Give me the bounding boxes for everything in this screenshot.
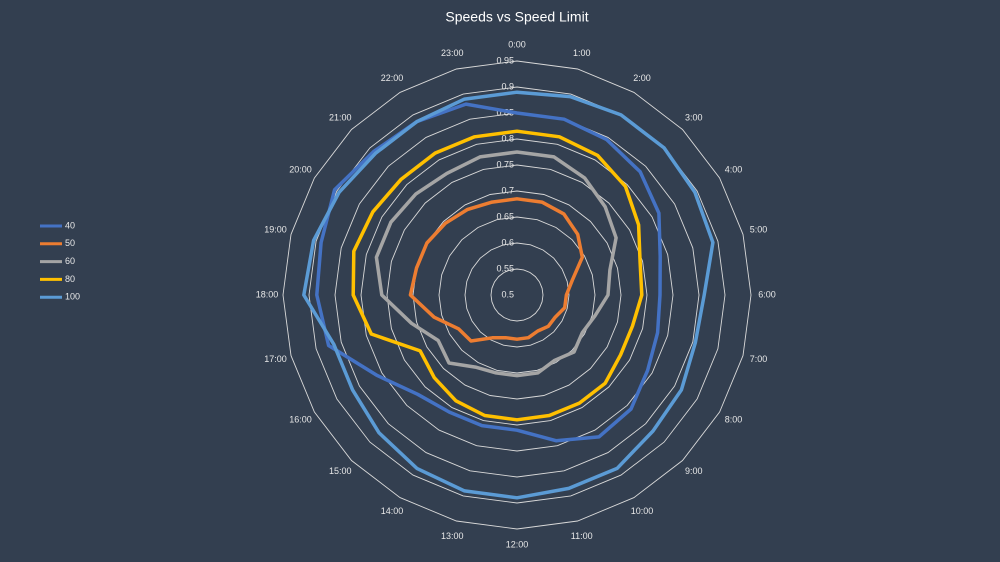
legend-label: 50 (65, 238, 75, 248)
category-label: 9:00 (685, 466, 703, 476)
category-label: 15:00 (329, 466, 352, 476)
legend-label: 60 (65, 256, 75, 266)
category-label: 13:00 (441, 531, 464, 541)
y-tick-label: 0.7 (501, 185, 514, 195)
series-line (408, 197, 585, 343)
grid-ring (308, 86, 726, 504)
category-label: 21:00 (329, 113, 352, 123)
y-tick-label: 0.65 (496, 211, 514, 221)
y-tick-label: 0.9 (501, 81, 514, 91)
y-tick-label: 0.55 (496, 263, 514, 273)
category-label: 19:00 (264, 225, 287, 235)
grid-ring (360, 138, 674, 452)
y-tick-label: 0.8 (501, 133, 514, 143)
category-label: 17:00 (264, 354, 287, 364)
y-tick-label: 0.95 (496, 55, 514, 65)
category-label: 3:00 (685, 113, 703, 123)
category-label: 20:00 (289, 164, 312, 174)
chart-title: Speeds vs Speed Limit (445, 9, 588, 25)
category-label: 14:00 (381, 506, 404, 516)
y-tick-label: 0.75 (496, 159, 514, 169)
grid-ring (490, 268, 544, 322)
legend-label: 40 (65, 220, 75, 230)
category-label: 4:00 (725, 164, 743, 174)
category-label: 23:00 (441, 48, 464, 58)
grid-ring (334, 112, 700, 478)
category-label: 1:00 (573, 48, 591, 58)
grid-ring (282, 60, 752, 530)
category-label: 12:00 (506, 539, 529, 549)
category-label: 2:00 (633, 73, 651, 83)
series-line (374, 150, 618, 378)
grid-ring (386, 164, 648, 426)
category-label: 18:00 (256, 289, 279, 299)
grid-ring (464, 242, 570, 348)
category-label: 22:00 (381, 73, 404, 83)
category-label: 6:00 (758, 289, 776, 299)
category-label: 11:00 (571, 531, 593, 541)
grid-ring (438, 216, 596, 374)
category-label: 8:00 (725, 414, 743, 424)
y-tick-label: 0.5 (501, 289, 514, 299)
category-label: 5:00 (750, 225, 768, 235)
category-label: 16:00 (289, 414, 312, 424)
series-line (351, 129, 644, 422)
category-label: 10:00 (631, 506, 654, 516)
category-label: 7:00 (750, 354, 768, 364)
series-line (302, 90, 715, 500)
series-line (315, 102, 662, 443)
category-label: 0:00 (508, 39, 526, 49)
legend-label: 100 (65, 292, 80, 302)
y-tick-label: 0.6 (501, 237, 514, 247)
legend-label: 80 (65, 274, 75, 284)
